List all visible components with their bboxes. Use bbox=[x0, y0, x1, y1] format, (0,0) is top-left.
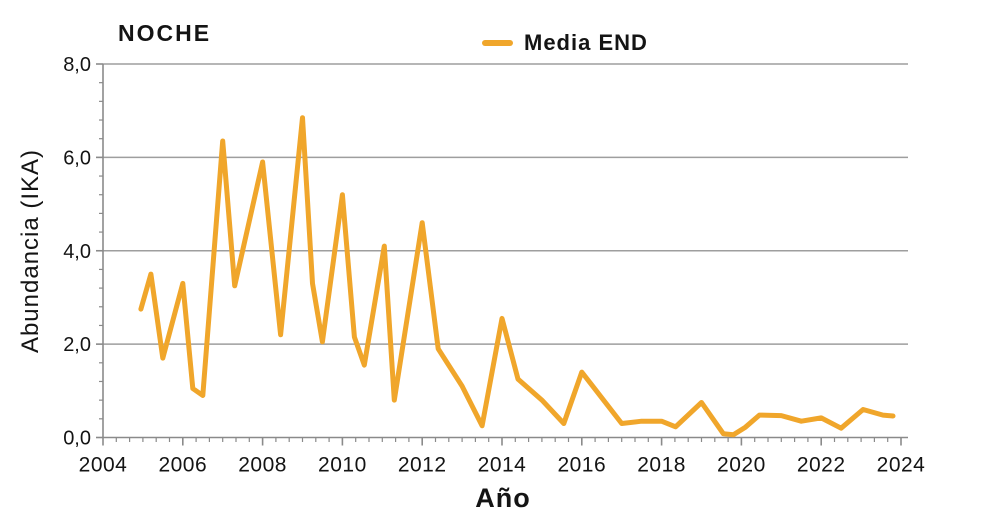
x-axis-title: Año bbox=[475, 483, 531, 513]
legend: Media END bbox=[482, 30, 648, 56]
x-tick-label: 2006 bbox=[158, 454, 207, 477]
x-tick-label: 2012 bbox=[398, 454, 447, 477]
x-tick-label: 2018 bbox=[637, 454, 686, 477]
x-tick-label: 2010 bbox=[318, 454, 367, 477]
y-axis-title: Abundancia (IKA) bbox=[17, 148, 44, 354]
y-tick-label: 4,0 bbox=[63, 241, 91, 263]
x-tick-label: 2014 bbox=[478, 454, 527, 477]
y-tick-label: 0,0 bbox=[63, 428, 91, 450]
x-tick-label: 2024 bbox=[877, 454, 926, 477]
data-line-media-end bbox=[138, 115, 896, 438]
legend-line-swatch bbox=[482, 40, 513, 46]
legend-label: Media END bbox=[524, 30, 648, 55]
y-tick-label: 6,0 bbox=[63, 147, 91, 169]
x-tick-label: 2008 bbox=[238, 454, 287, 477]
y-tick-label: 8,0 bbox=[63, 54, 91, 76]
x-tick-label: 2020 bbox=[717, 454, 766, 477]
x-tick-label: 2016 bbox=[557, 454, 606, 477]
x-tick-label: 2004 bbox=[79, 454, 128, 477]
y-tick-label: 2,0 bbox=[63, 334, 91, 356]
x-tick-label: 2022 bbox=[797, 454, 846, 477]
chart-title: NOCHE bbox=[118, 20, 212, 46]
